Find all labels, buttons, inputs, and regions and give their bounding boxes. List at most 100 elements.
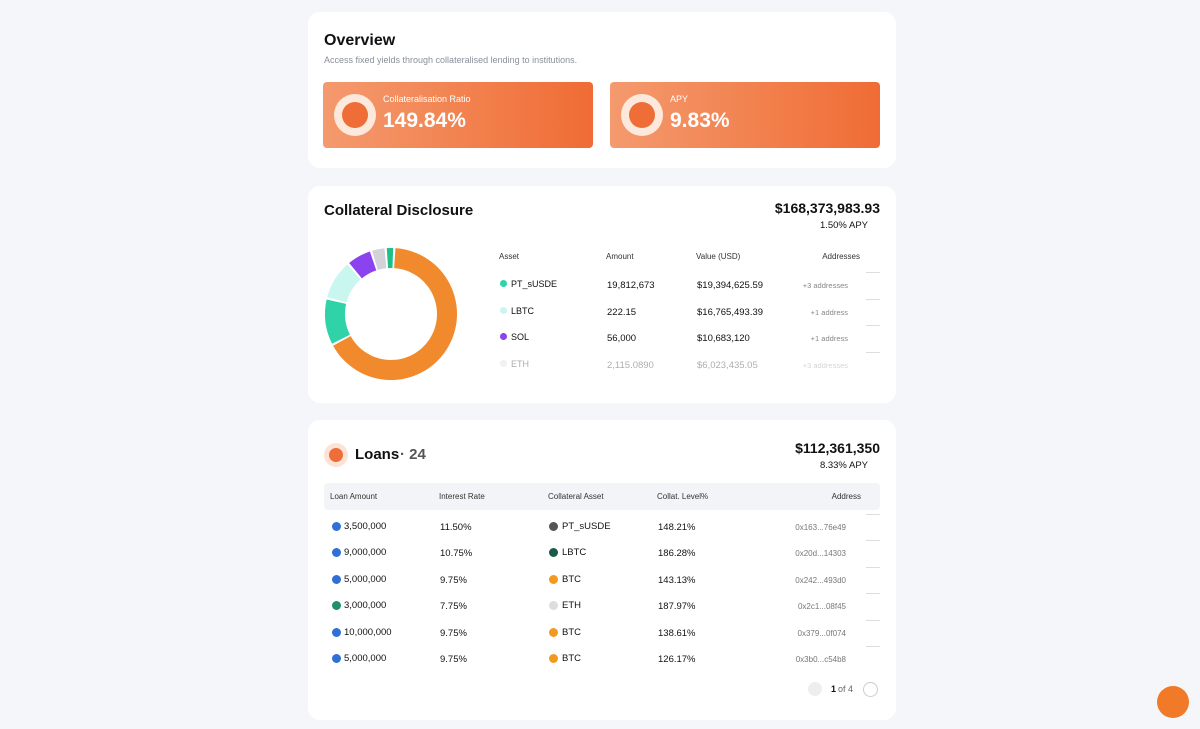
addresses[interactable]: +1 address [810,334,848,343]
address[interactable]: 0x2c1...08f45 [797,602,846,612]
column-header: Loan Amount [330,492,378,501]
collateral-asset: BTC [562,653,581,664]
loan-amount: 10,000,000 [344,626,392,638]
donut-segment [386,248,394,269]
apy: 1.50% APY [819,220,868,231]
coin-icon [332,574,341,584]
donut-segment [349,251,377,279]
loan-amount: 3,500,000 [344,521,387,532]
collateral-asset: LBTC [562,547,587,559]
amount: 56,000 [607,333,637,344]
donut-segment [372,248,387,270]
address[interactable]: 0x379...0f074 [797,628,846,638]
column-header: Addresses [822,252,860,261]
amount: 2,115.0890 [607,359,654,371]
column-header: Value (USD) [696,252,741,261]
title: Loans [355,446,400,463]
collateral-card: Collateral Disclosure $168,373,983.93 1.… [308,186,896,403]
stat-label: APY [670,94,689,104]
asset-icon [549,601,558,611]
collat-level: 143.13% [658,574,696,586]
asset: PT_sUSDE [511,279,558,289]
donut-chart [325,248,457,380]
stat-icon [621,94,663,136]
row-divider [866,646,880,647]
column-header: Asset [499,252,520,261]
asset-dot [500,280,507,287]
row-divider [866,272,880,273]
loan-amount: 5,000,000 [344,653,387,664]
address[interactable]: 0x3b0...c54b8 [795,655,846,664]
address[interactable]: 0x242...493d0 [795,575,846,585]
title: Overview [324,32,396,49]
row-divider [866,325,880,326]
stat-value: 149.84% [383,109,466,132]
asset-dot [500,359,507,367]
donut-segment [327,264,361,303]
interest-rate: 7.75% [440,601,467,613]
count: · 24 [400,446,426,463]
loans-icon [324,443,348,467]
addresses[interactable]: +3 addresses [802,281,848,290]
value-usd: $6,023,435.05 [697,359,758,371]
total: $112,361,350 [795,440,880,456]
interest-rate: 10.75% [440,548,473,560]
coin-icon [332,654,341,663]
subtitle: Access fixed yields through collateralis… [324,55,578,65]
column-header: Amount [606,252,634,261]
prev-button[interactable] [808,682,822,696]
chat-button[interactable] [1157,686,1189,718]
stat-value: 9.83% [670,109,730,132]
stat-icon [334,94,376,136]
next-button[interactable] [863,682,878,697]
row-divider [866,351,880,353]
row-divider [866,298,880,300]
stat-card: Collateralisation Ratio 149.84% [323,82,593,148]
collateral-asset: ETH [562,600,581,612]
row-divider [866,540,880,542]
collateral-asset: PT_sUSDE [562,521,611,532]
table-header [324,483,880,510]
asset-dot [500,306,507,314]
donut-segment [333,248,457,380]
row-divider [866,514,880,515]
row-divider [866,619,880,621]
coin-icon [332,601,341,611]
coin-icon [332,548,341,558]
loans-card: Loans · 24 $112,361,350 8.33% APY Loan A… [308,420,896,720]
coin-icon [332,522,341,531]
column-header: Address [831,492,861,501]
donut-segment [325,299,350,344]
value-usd: $10,683,120 [697,333,750,344]
addresses[interactable]: +3 addresses [802,360,848,370]
coin-icon [332,627,341,637]
loan-amount: 3,000,000 [344,600,387,612]
column-header: Interest Rate [439,492,485,501]
interest-rate: 9.75% [440,627,467,639]
amount: 222.15 [607,306,637,318]
asset-icon [549,627,558,637]
overview-card: Overview Access fixed yields through col… [308,12,896,168]
interest-rate: 9.75% [440,654,467,665]
row-divider [866,566,880,568]
addresses[interactable]: +1 address [810,307,848,317]
value-usd: $19,394,625.59 [697,280,764,291]
collateral-asset: BTC [562,573,581,585]
column-header: Collateral Asset [548,492,604,501]
stat-label: Collateralisation Ratio [383,94,471,104]
collat-level: 126.17% [658,654,696,665]
collat-level: 186.28% [658,548,696,560]
interest-rate: 11.50% [440,522,472,533]
page-of: of 4 [838,684,854,694]
address[interactable]: 0x20d...14303 [795,549,846,559]
column-header: Collat. Level% [657,492,709,501]
asset-icon [549,548,558,558]
collateral-asset: BTC [562,626,581,638]
collat-level: 148.21% [658,522,696,533]
asset: ETH [511,358,529,369]
asset-icon [549,522,558,531]
asset: LBTC [511,305,535,316]
address[interactable]: 0x163...76e49 [795,523,846,532]
title: Collateral Disclosure [324,202,474,219]
